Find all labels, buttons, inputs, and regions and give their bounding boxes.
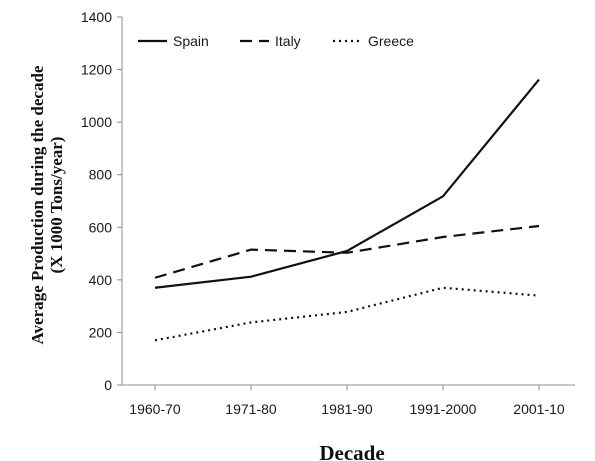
y-tick-label: 1200 xyxy=(81,62,112,78)
series-line-greece xyxy=(154,286,540,342)
x-tick-label: 1960-70 xyxy=(129,401,181,417)
series-lines xyxy=(154,78,540,342)
series-line-spain xyxy=(154,78,540,289)
x-axis-title: Decade xyxy=(319,441,384,461)
y-tick-label: 600 xyxy=(89,219,113,235)
y-tick-label: 200 xyxy=(89,324,113,340)
y-axis-title-line-2: (X 1000 Tons/year) xyxy=(47,137,66,274)
legend-label-spain: Spain xyxy=(173,33,209,49)
legend-label-greece: Greece xyxy=(368,33,414,49)
y-tick-label: 0 xyxy=(104,377,112,393)
x-tick-label: 1981-90 xyxy=(321,401,373,417)
y-tick-label: 1000 xyxy=(81,114,112,130)
legend-label-italy: Italy xyxy=(275,33,301,49)
y-tick-label: 1400 xyxy=(81,9,112,25)
y-tick-label: 800 xyxy=(89,167,113,183)
x-tick-label: 1991-2000 xyxy=(410,401,477,417)
series-line-italy xyxy=(154,224,540,279)
legend: Spain Italy Greece xyxy=(138,33,414,49)
y-axis-ticks: 0 200 400 600 800 1000 1200 1400 xyxy=(81,9,122,393)
y-axis-title-line-1: Average Production during the decade xyxy=(28,65,47,344)
y-tick-label: 400 xyxy=(89,272,113,288)
x-axis-ticks: 1960-70 1971-80 1981-90 1991-2000 2001-10 xyxy=(129,385,565,417)
x-tick-label: 1971-80 xyxy=(225,401,277,417)
y-axis-title: Average Production during the decade (X … xyxy=(28,65,66,344)
x-tick-label: 2001-10 xyxy=(513,401,565,417)
plot-area xyxy=(121,17,575,386)
